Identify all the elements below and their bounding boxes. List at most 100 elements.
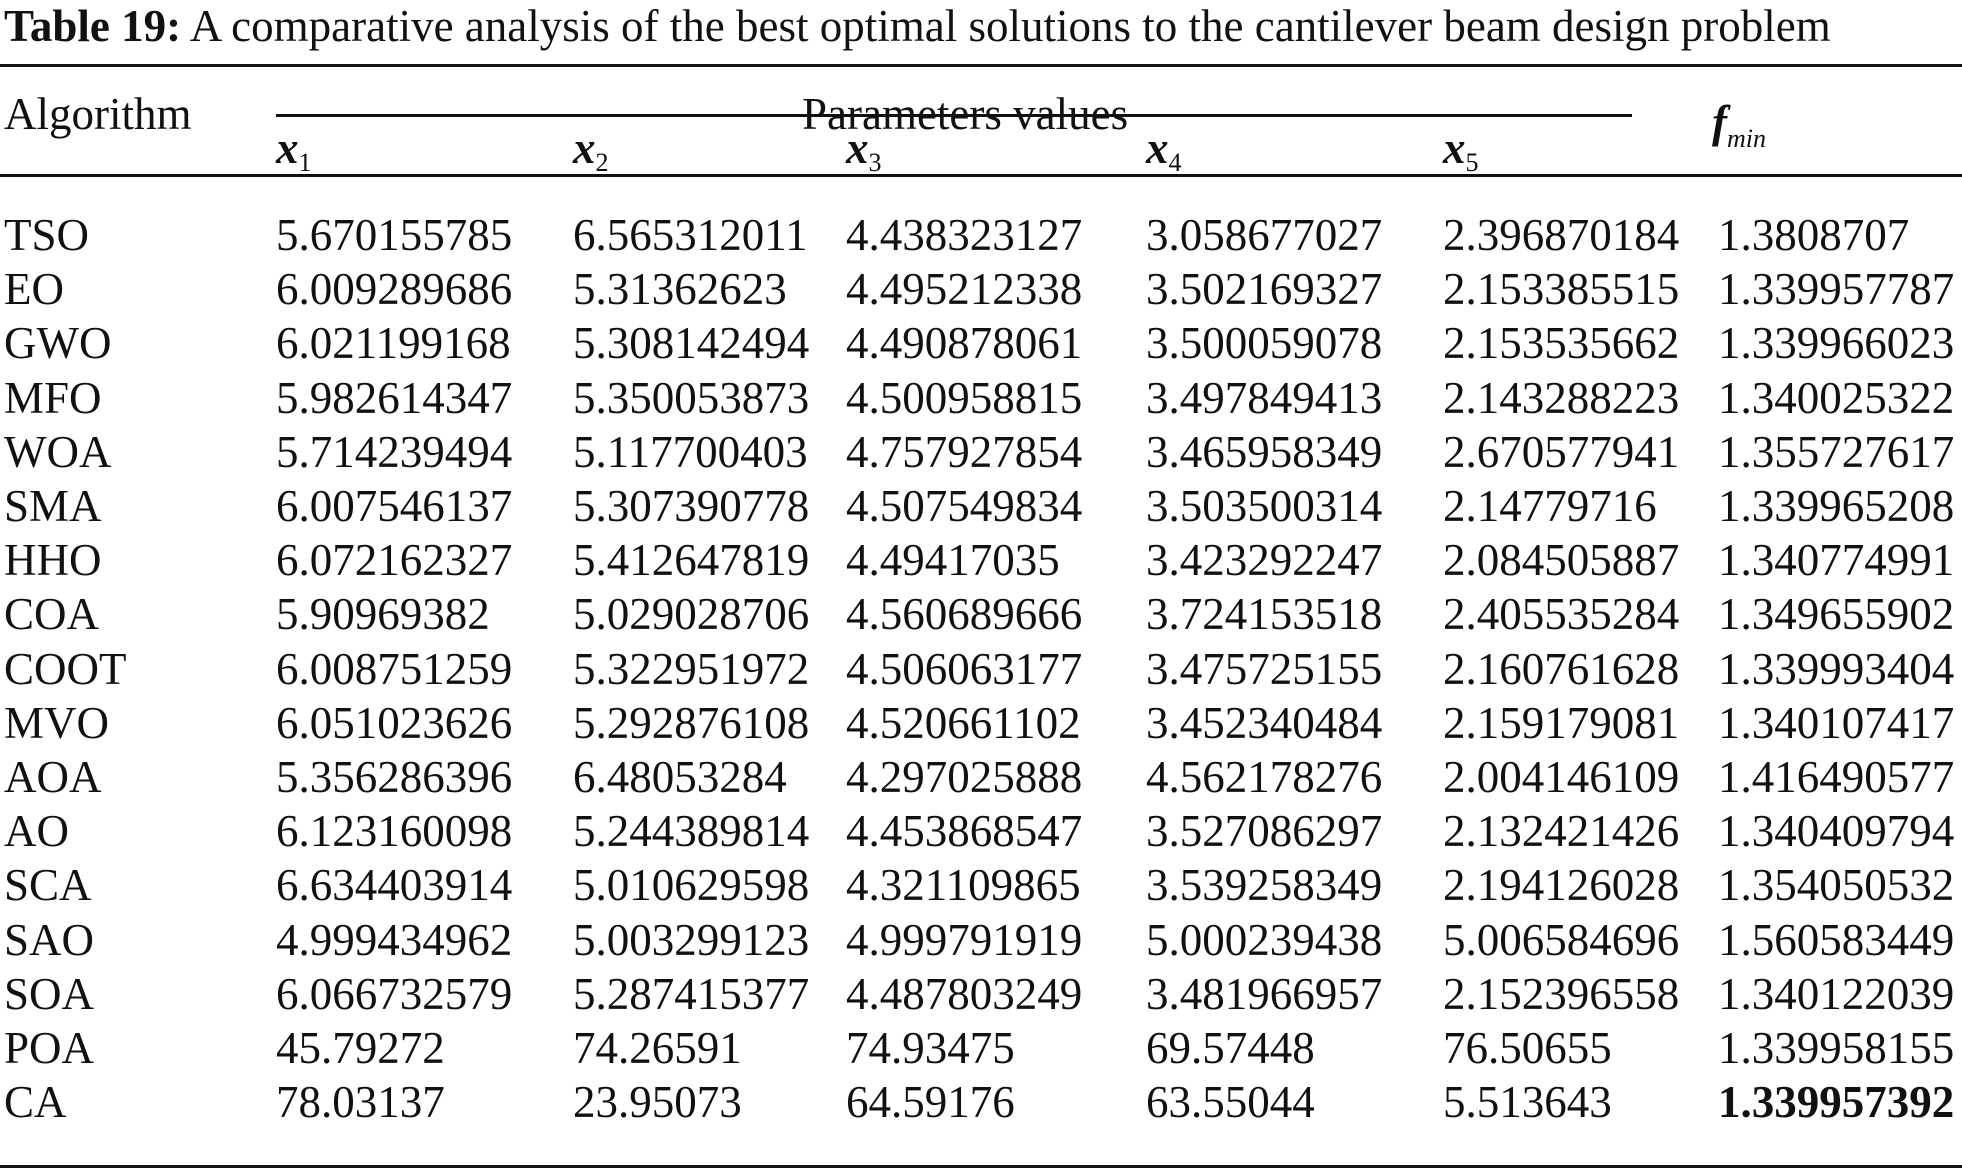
cell-x3-gwo: 4.490878061 bbox=[846, 318, 1083, 368]
cell-fmin-sca: 1.354050532 bbox=[1718, 860, 1955, 910]
cell-x1-eo: 6.009289686 bbox=[276, 264, 513, 314]
cell-x4-mvo: 3.452340484 bbox=[1146, 698, 1383, 748]
cell-x5-tso: 2.396870184 bbox=[1443, 210, 1680, 260]
cell-x3-sca: 4.321109865 bbox=[846, 860, 1081, 910]
cell-x1-coa: 5.90969382 bbox=[276, 589, 490, 639]
cell-x2-gwo: 5.308142494 bbox=[573, 318, 810, 368]
cell-x5-coot: 2.160761628 bbox=[1443, 644, 1680, 694]
cell-x5-aoa: 2.004146109 bbox=[1443, 752, 1680, 802]
cell-x2-ao: 5.244389814 bbox=[573, 806, 810, 856]
header-x4: x4 bbox=[1146, 122, 1182, 177]
cell-x4-ca: 63.55044 bbox=[1146, 1077, 1315, 1127]
cell-x2-coot: 5.322951972 bbox=[573, 644, 810, 694]
cell-x5-sao: 5.006584696 bbox=[1443, 915, 1680, 965]
cell-x4-ao: 3.527086297 bbox=[1146, 806, 1383, 856]
variable-symbol: x bbox=[276, 123, 299, 173]
parameters-underline bbox=[276, 114, 1632, 117]
cell-x2-sca: 5.010629598 bbox=[573, 860, 810, 910]
cell-fmin-coa: 1.349655902 bbox=[1718, 589, 1955, 639]
variable-symbol: x bbox=[846, 123, 869, 173]
cell-x4-coot: 3.475725155 bbox=[1146, 644, 1383, 694]
cell-fmin-sao: 1.560583449 bbox=[1718, 915, 1955, 965]
cell-fmin-tso: 1.3808707 bbox=[1718, 210, 1910, 260]
cell-fmin-eo: 1.339957787 bbox=[1718, 264, 1955, 314]
cell-x4-coa: 3.724153518 bbox=[1146, 589, 1383, 639]
row-algorithm-aoa: AOA bbox=[4, 752, 102, 802]
variable-subscript: 3 bbox=[868, 148, 882, 177]
header-parameters: Parameters values bbox=[802, 89, 1129, 139]
variable-symbol: x bbox=[1443, 123, 1466, 173]
cell-x1-mvo: 6.051023626 bbox=[276, 698, 513, 748]
row-algorithm-ca: CA bbox=[4, 1077, 67, 1127]
row-algorithm-eo: EO bbox=[4, 264, 64, 314]
cell-x3-mfo: 4.500958815 bbox=[846, 373, 1083, 423]
cell-fmin-aoa: 1.416490577 bbox=[1718, 752, 1955, 802]
cell-x3-sma: 4.507549834 bbox=[846, 481, 1083, 531]
cell-x1-sma: 6.007546137 bbox=[276, 481, 513, 531]
variable-symbol: x bbox=[573, 123, 596, 173]
cell-fmin-hho: 1.340774991 bbox=[1718, 535, 1955, 585]
cell-x5-hho: 2.084505887 bbox=[1443, 535, 1680, 585]
cell-x3-soa: 4.487803249 bbox=[846, 969, 1083, 1019]
cell-x3-ao: 4.453868547 bbox=[846, 806, 1083, 856]
cell-x5-ca: 5.513643 bbox=[1443, 1077, 1612, 1127]
variable-subscript: 4 bbox=[1168, 148, 1182, 177]
cell-x4-sca: 3.539258349 bbox=[1146, 860, 1383, 910]
cell-x1-ca: 78.03137 bbox=[276, 1077, 445, 1127]
cell-x1-soa: 6.066732579 bbox=[276, 969, 513, 1019]
header-fmin: fmin bbox=[1712, 96, 1766, 152]
table-caption: Table 19: A comparative analysis of the … bbox=[4, 0, 1831, 52]
table-label: Table 19: bbox=[4, 1, 182, 51]
cell-x2-aoa: 6.48053284 bbox=[573, 752, 787, 802]
cell-x4-aoa: 4.562178276 bbox=[1146, 752, 1383, 802]
cell-x1-ao: 6.123160098 bbox=[276, 806, 513, 856]
cell-x4-eo: 3.502169327 bbox=[1146, 264, 1383, 314]
cell-fmin-woa: 1.355727617 bbox=[1718, 427, 1955, 477]
fmin-symbol: f bbox=[1712, 97, 1727, 147]
cell-fmin-ca: 1.339957392 bbox=[1718, 1077, 1955, 1127]
cell-x2-woa: 5.117700403 bbox=[573, 427, 808, 477]
cell-x2-eo: 5.31362623 bbox=[573, 264, 787, 314]
fmin-subscript: min bbox=[1727, 124, 1766, 153]
cell-fmin-coot: 1.339993404 bbox=[1718, 644, 1955, 694]
cell-fmin-poa: 1.339958155 bbox=[1718, 1023, 1955, 1073]
cell-x5-ao: 2.132421426 bbox=[1443, 806, 1680, 856]
header-x2: x2 bbox=[573, 122, 609, 177]
cell-x5-soa: 2.152396558 bbox=[1443, 969, 1680, 1019]
cell-x5-sma: 2.14779716 bbox=[1443, 481, 1657, 531]
cell-x4-sma: 3.503500314 bbox=[1146, 481, 1383, 531]
header-x5: x5 bbox=[1443, 122, 1479, 177]
cell-x1-mfo: 5.982614347 bbox=[276, 373, 513, 423]
cell-x4-gwo: 3.500059078 bbox=[1146, 318, 1383, 368]
cell-x1-sao: 4.999434962 bbox=[276, 915, 513, 965]
cell-fmin-mvo: 1.340107417 bbox=[1718, 698, 1955, 748]
cell-x5-gwo: 2.153535662 bbox=[1443, 318, 1680, 368]
cell-x5-poa: 76.50655 bbox=[1443, 1023, 1612, 1073]
cell-x1-poa: 45.79272 bbox=[276, 1023, 445, 1073]
cell-x4-tso: 3.058677027 bbox=[1146, 210, 1383, 260]
row-algorithm-sao: SAO bbox=[4, 915, 95, 965]
header-algorithm: Algorithm bbox=[4, 89, 192, 139]
cell-fmin-gwo: 1.339966023 bbox=[1718, 318, 1955, 368]
cell-x3-tso: 4.438323127 bbox=[846, 210, 1083, 260]
cell-x2-hho: 5.412647819 bbox=[573, 535, 810, 585]
variable-subscript: 2 bbox=[595, 148, 609, 177]
cell-x2-mfo: 5.350053873 bbox=[573, 373, 810, 423]
cell-x4-sao: 5.000239438 bbox=[1146, 915, 1383, 965]
cell-x3-poa: 74.93475 bbox=[846, 1023, 1015, 1073]
cell-x5-mfo: 2.143288223 bbox=[1443, 373, 1680, 423]
cell-x2-mvo: 5.292876108 bbox=[573, 698, 810, 748]
variable-subscript: 5 bbox=[1465, 148, 1479, 177]
cell-fmin-ao: 1.340409794 bbox=[1718, 806, 1955, 856]
row-algorithm-sma: SMA bbox=[4, 481, 102, 531]
row-algorithm-woa: WOA bbox=[4, 427, 112, 477]
cell-x1-sca: 6.634403914 bbox=[276, 860, 513, 910]
cell-x3-coa: 4.560689666 bbox=[846, 589, 1083, 639]
cell-x3-hho: 4.49417035 bbox=[846, 535, 1060, 585]
row-algorithm-coa: COA bbox=[4, 589, 100, 639]
row-algorithm-gwo: GWO bbox=[4, 318, 112, 368]
cell-fmin-sma: 1.339965208 bbox=[1718, 481, 1955, 531]
header-x1: x1 bbox=[276, 122, 312, 176]
bottom-rule bbox=[0, 1165, 1962, 1168]
header-bottom-rule bbox=[0, 174, 1962, 177]
